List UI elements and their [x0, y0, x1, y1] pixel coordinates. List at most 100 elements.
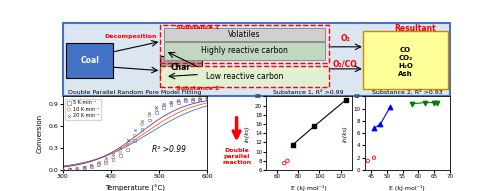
5 K·min⁻¹	[124, 148, 132, 151]
5 K·min⁻¹	[131, 139, 139, 142]
5 K·min⁻¹	[80, 166, 88, 169]
20 K·min⁻¹	[188, 97, 196, 100]
5 K·min⁻¹	[203, 97, 211, 100]
Text: Coal: Coal	[80, 56, 99, 65]
X-axis label: Temperature (°C): Temperature (°C)	[105, 185, 165, 191]
10 K·min⁻¹	[196, 97, 204, 100]
20 K·min⁻¹	[131, 129, 139, 132]
5 K·min⁻¹	[109, 158, 117, 161]
5 K·min⁻¹	[58, 168, 66, 172]
10 K·min⁻¹	[167, 102, 175, 105]
Title: Substance 1, R² >0.99: Substance 1, R² >0.99	[274, 89, 344, 95]
20 K·min⁻¹	[138, 119, 146, 122]
10 K·min⁻¹	[124, 143, 132, 146]
10 K·min⁻¹	[174, 100, 182, 103]
Point	[386, 106, 394, 109]
Text: Low reactive carbon: Low reactive carbon	[206, 72, 284, 81]
Text: O₂: O₂	[340, 34, 350, 43]
Point	[289, 143, 297, 146]
5 K·min⁻¹	[66, 168, 74, 171]
20 K·min⁻¹	[58, 168, 66, 172]
20 K·min⁻¹	[196, 97, 204, 100]
5 K·min⁻¹	[116, 154, 124, 157]
10 K·min⁻¹	[88, 165, 96, 168]
10 K·min⁻¹	[73, 167, 81, 170]
FancyBboxPatch shape	[164, 42, 325, 60]
20 K·min⁻¹	[116, 146, 124, 149]
20 K·min⁻¹	[80, 166, 88, 169]
10 K·min⁻¹	[66, 168, 74, 171]
Text: Volatiles: Volatiles	[228, 30, 261, 39]
Text: Decomposition: Decomposition	[104, 34, 156, 39]
20 K·min⁻¹	[73, 167, 81, 170]
Y-axis label: Conversion: Conversion	[37, 114, 43, 153]
Point	[280, 162, 288, 165]
5 K·min⁻¹	[196, 98, 204, 101]
20 K·min⁻¹	[160, 102, 168, 105]
Text: Substance 2: Substance 2	[176, 86, 220, 91]
20 K·min⁻¹	[109, 152, 117, 155]
5 K·min⁻¹	[138, 128, 146, 131]
10 K·min⁻¹	[146, 114, 154, 117]
Point	[420, 101, 428, 104]
10 K·min⁻¹	[188, 98, 196, 101]
10 K·min⁻¹	[109, 156, 117, 159]
Text: Char: Char	[170, 63, 191, 72]
FancyBboxPatch shape	[160, 66, 330, 87]
Text: Double
parallel
reaction: Double parallel reaction	[222, 148, 251, 165]
Text: O₂/CO: O₂/CO	[333, 60, 358, 69]
Point	[370, 127, 378, 130]
5 K·min⁻¹	[160, 106, 168, 109]
5 K·min⁻¹	[174, 101, 182, 104]
FancyBboxPatch shape	[363, 31, 448, 89]
Text: Substance 1: Substance 1	[176, 25, 220, 30]
20 K·min⁻¹	[146, 111, 154, 114]
Point	[342, 98, 350, 101]
Y-axis label: ln(k₀): ln(k₀)	[343, 125, 348, 142]
10 K·min⁻¹	[131, 134, 139, 137]
20 K·min⁻¹	[94, 160, 102, 163]
20 K·min⁻¹	[102, 157, 110, 160]
10 K·min⁻¹	[94, 163, 102, 166]
20 K·min⁻¹	[124, 138, 132, 141]
Title: Substance 2, R² >0.93: Substance 2, R² >0.93	[372, 89, 442, 95]
Point	[284, 159, 292, 162]
Text: CO
CO₂
H₂O
Ash: CO CO₂ H₂O Ash	[398, 47, 413, 77]
20 K·min⁻¹	[88, 163, 96, 166]
10 K·min⁻¹	[58, 168, 66, 172]
5 K·min⁻¹	[152, 111, 160, 114]
Y-axis label: ln(k₀): ln(k₀)	[244, 125, 250, 142]
Text: R² >0.99: R² >0.99	[152, 145, 186, 154]
20 K·min⁻¹	[66, 168, 74, 171]
Point	[310, 125, 318, 128]
5 K·min⁻¹	[102, 161, 110, 164]
Text: Resultant: Resultant	[394, 24, 436, 33]
20 K·min⁻¹	[182, 98, 190, 101]
Legend: 5 K·min⁻¹, 10 K·min⁻¹, 20 K·min⁻¹: 5 K·min⁻¹, 10 K·min⁻¹, 20 K·min⁻¹	[65, 99, 100, 120]
X-axis label: E (kJ·mol⁻¹): E (kJ·mol⁻¹)	[291, 185, 326, 191]
FancyBboxPatch shape	[62, 23, 450, 96]
FancyBboxPatch shape	[164, 28, 325, 40]
X-axis label: E (kJ·mol⁻¹): E (kJ·mol⁻¹)	[390, 185, 425, 191]
10 K·min⁻¹	[80, 166, 88, 169]
5 K·min⁻¹	[146, 118, 154, 121]
Title: Double Parallel Random Pore Model Fitting: Double Parallel Random Pore Model Fittin…	[68, 90, 202, 95]
20 K·min⁻¹	[203, 97, 211, 100]
Point	[430, 101, 438, 104]
20 K·min⁻¹	[152, 105, 160, 108]
10 K·min⁻¹	[160, 104, 168, 107]
FancyBboxPatch shape	[160, 56, 202, 79]
Point	[370, 156, 378, 159]
5 K·min⁻¹	[167, 103, 175, 106]
5 K·min⁻¹	[182, 99, 190, 102]
Point	[376, 122, 384, 125]
Point	[408, 102, 416, 105]
10 K·min⁻¹	[203, 97, 211, 100]
10 K·min⁻¹	[152, 108, 160, 111]
10 K·min⁻¹	[116, 151, 124, 154]
FancyBboxPatch shape	[66, 43, 113, 78]
10 K·min⁻¹	[182, 99, 190, 102]
5 K·min⁻¹	[94, 163, 102, 166]
5 K·min⁻¹	[88, 165, 96, 168]
Point	[364, 159, 372, 162]
